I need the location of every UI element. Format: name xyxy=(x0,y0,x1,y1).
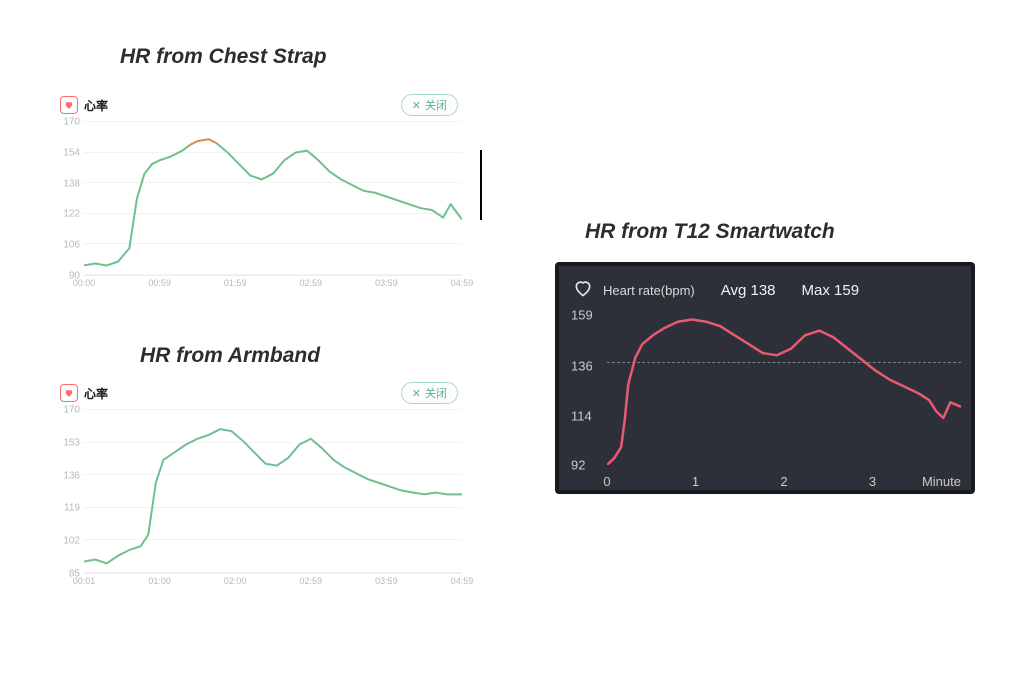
close-label: 关闭 xyxy=(425,385,447,401)
heart-outline-icon xyxy=(573,278,593,303)
close-icon: ✕ xyxy=(412,387,421,400)
divider-line xyxy=(480,150,482,220)
hr-label: 心率 xyxy=(84,97,108,114)
close-label: 关闭 xyxy=(425,97,447,113)
heart-icon xyxy=(60,96,78,114)
title-chest-strap: HR from Chest Strap xyxy=(120,45,327,69)
chart-plot-armband: 8510211913615317000:0101:0002:0002:5903:… xyxy=(50,410,468,590)
close-button[interactable]: ✕ 关闭 xyxy=(401,94,458,116)
close-icon: ✕ xyxy=(412,99,421,112)
heart-icon xyxy=(60,384,78,402)
close-button[interactable]: ✕ 关闭 xyxy=(401,382,458,404)
max-stat: Max 159 xyxy=(802,282,860,299)
title-armband: HR from Armband xyxy=(140,344,320,368)
chart-card-t12: Heart rate(bpm) Avg 138 Max 159 92114136… xyxy=(555,262,975,494)
chart-card-chest: 心率 ✕ 关闭 9010612213815417000:0000:5901:59… xyxy=(50,88,468,288)
chart-plot-t12: 921141361590123Minute xyxy=(559,307,971,495)
chart-card-armband: 心率 ✕ 关闭 8510211913615317000:0101:0002:00… xyxy=(50,376,468,586)
avg-stat: Avg 138 xyxy=(721,282,776,299)
hr-label: 心率 xyxy=(84,385,108,402)
chart-plot-chest: 9010612213815417000:0000:5901:5902:5903:… xyxy=(50,122,468,292)
hr-label: Heart rate(bpm) xyxy=(603,283,695,298)
title-t12: HR from T12 Smartwatch xyxy=(585,220,835,244)
